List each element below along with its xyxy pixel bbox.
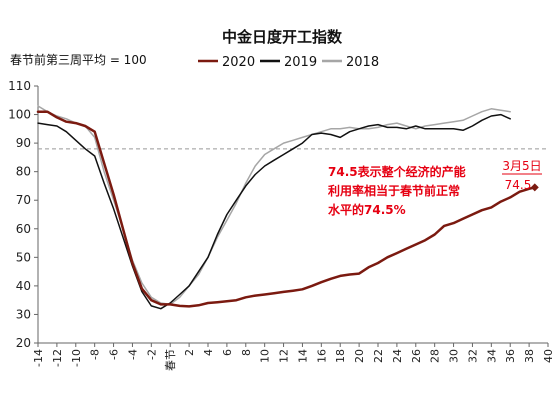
- x-tick-label: 40: [542, 349, 554, 363]
- chart-title: 中金日度开工指数: [222, 28, 343, 46]
- legend-label-2020: 2020: [222, 55, 255, 70]
- y-tick-label: 20: [16, 336, 31, 350]
- x-tick-label: -8: [89, 349, 102, 360]
- axes: 20 30 40 50 60 70 80 90 100 110 -14 -12 -10 -8 -6 -4 -2 春…: [8, 79, 554, 371]
- annotation-note-line-2: 利用率相当于春节前正常: [328, 183, 460, 198]
- x-tick-label: 18: [334, 349, 347, 363]
- x-tick-label: -4: [126, 349, 139, 360]
- x-tick-label: 36: [504, 349, 517, 363]
- series-layer: [36, 105, 539, 310]
- x-tick-label: 8: [240, 349, 253, 356]
- series-line-2020: [36, 110, 537, 308]
- series-line-2018: [37, 105, 511, 306]
- y-tick-label: 110: [8, 79, 31, 93]
- x-tick-label: 26: [410, 349, 423, 363]
- annotation-note-line-3: 水平的74.5%: [328, 202, 406, 217]
- x-tick-label: 34: [485, 349, 498, 363]
- x-tick-label: 28: [429, 349, 442, 363]
- x-tick-label: 春节: [164, 349, 177, 371]
- x-tick-label: 32: [466, 349, 479, 363]
- x-tick-label: 30: [448, 349, 461, 363]
- chart-subtitle: 春节前第三周平均 = 100: [10, 52, 147, 67]
- x-tick-label: -6: [108, 349, 121, 360]
- y-tick-label: 70: [16, 193, 31, 207]
- legend: 2020 2019 2018: [198, 55, 379, 70]
- x-tick-label: -2: [145, 349, 158, 360]
- x-tick-label: 38: [523, 349, 536, 363]
- x-tick-label: -10: [70, 349, 83, 367]
- x-tick-label: 20: [353, 349, 366, 363]
- annotation-layer: 74.5表示整个经济的产能 利用率相当于春节前正常 水平的74.5% 3月5日 …: [328, 159, 542, 217]
- x-tick-label: 14: [296, 349, 309, 363]
- series-end-marker-2020: [530, 183, 539, 192]
- y-tick-label: 60: [16, 222, 31, 236]
- annotation-note-line-1: 74.5表示整个经济的产能: [328, 164, 466, 179]
- x-tick-label: -12: [51, 349, 64, 367]
- x-tick-label: 6: [221, 349, 234, 356]
- x-tick-label: 4: [202, 349, 215, 356]
- x-tick-label: 16: [315, 349, 328, 363]
- y-tick-label: 40: [16, 279, 31, 293]
- x-tick-label: 10: [259, 349, 272, 363]
- legend-label-2019: 2019: [284, 55, 317, 70]
- y-tick-label: 100: [8, 108, 31, 122]
- x-tick-label: -14: [32, 349, 45, 367]
- y-tick-label: 90: [16, 136, 31, 150]
- x-tick-label: 12: [278, 349, 291, 363]
- legend-label-2018: 2018: [346, 55, 379, 70]
- y-tick-label: 30: [16, 307, 31, 321]
- x-tick-label: 22: [372, 349, 385, 363]
- x-tick-label: 24: [391, 349, 404, 363]
- annotation-value-label: 74.5: [505, 178, 532, 192]
- x-tick-label: 2: [183, 349, 196, 356]
- y-tick-label: 80: [16, 165, 31, 179]
- y-tick-label: 50: [16, 250, 31, 264]
- annotation-date-label: 3月5日: [502, 159, 541, 173]
- series-line-2019: [37, 113, 511, 310]
